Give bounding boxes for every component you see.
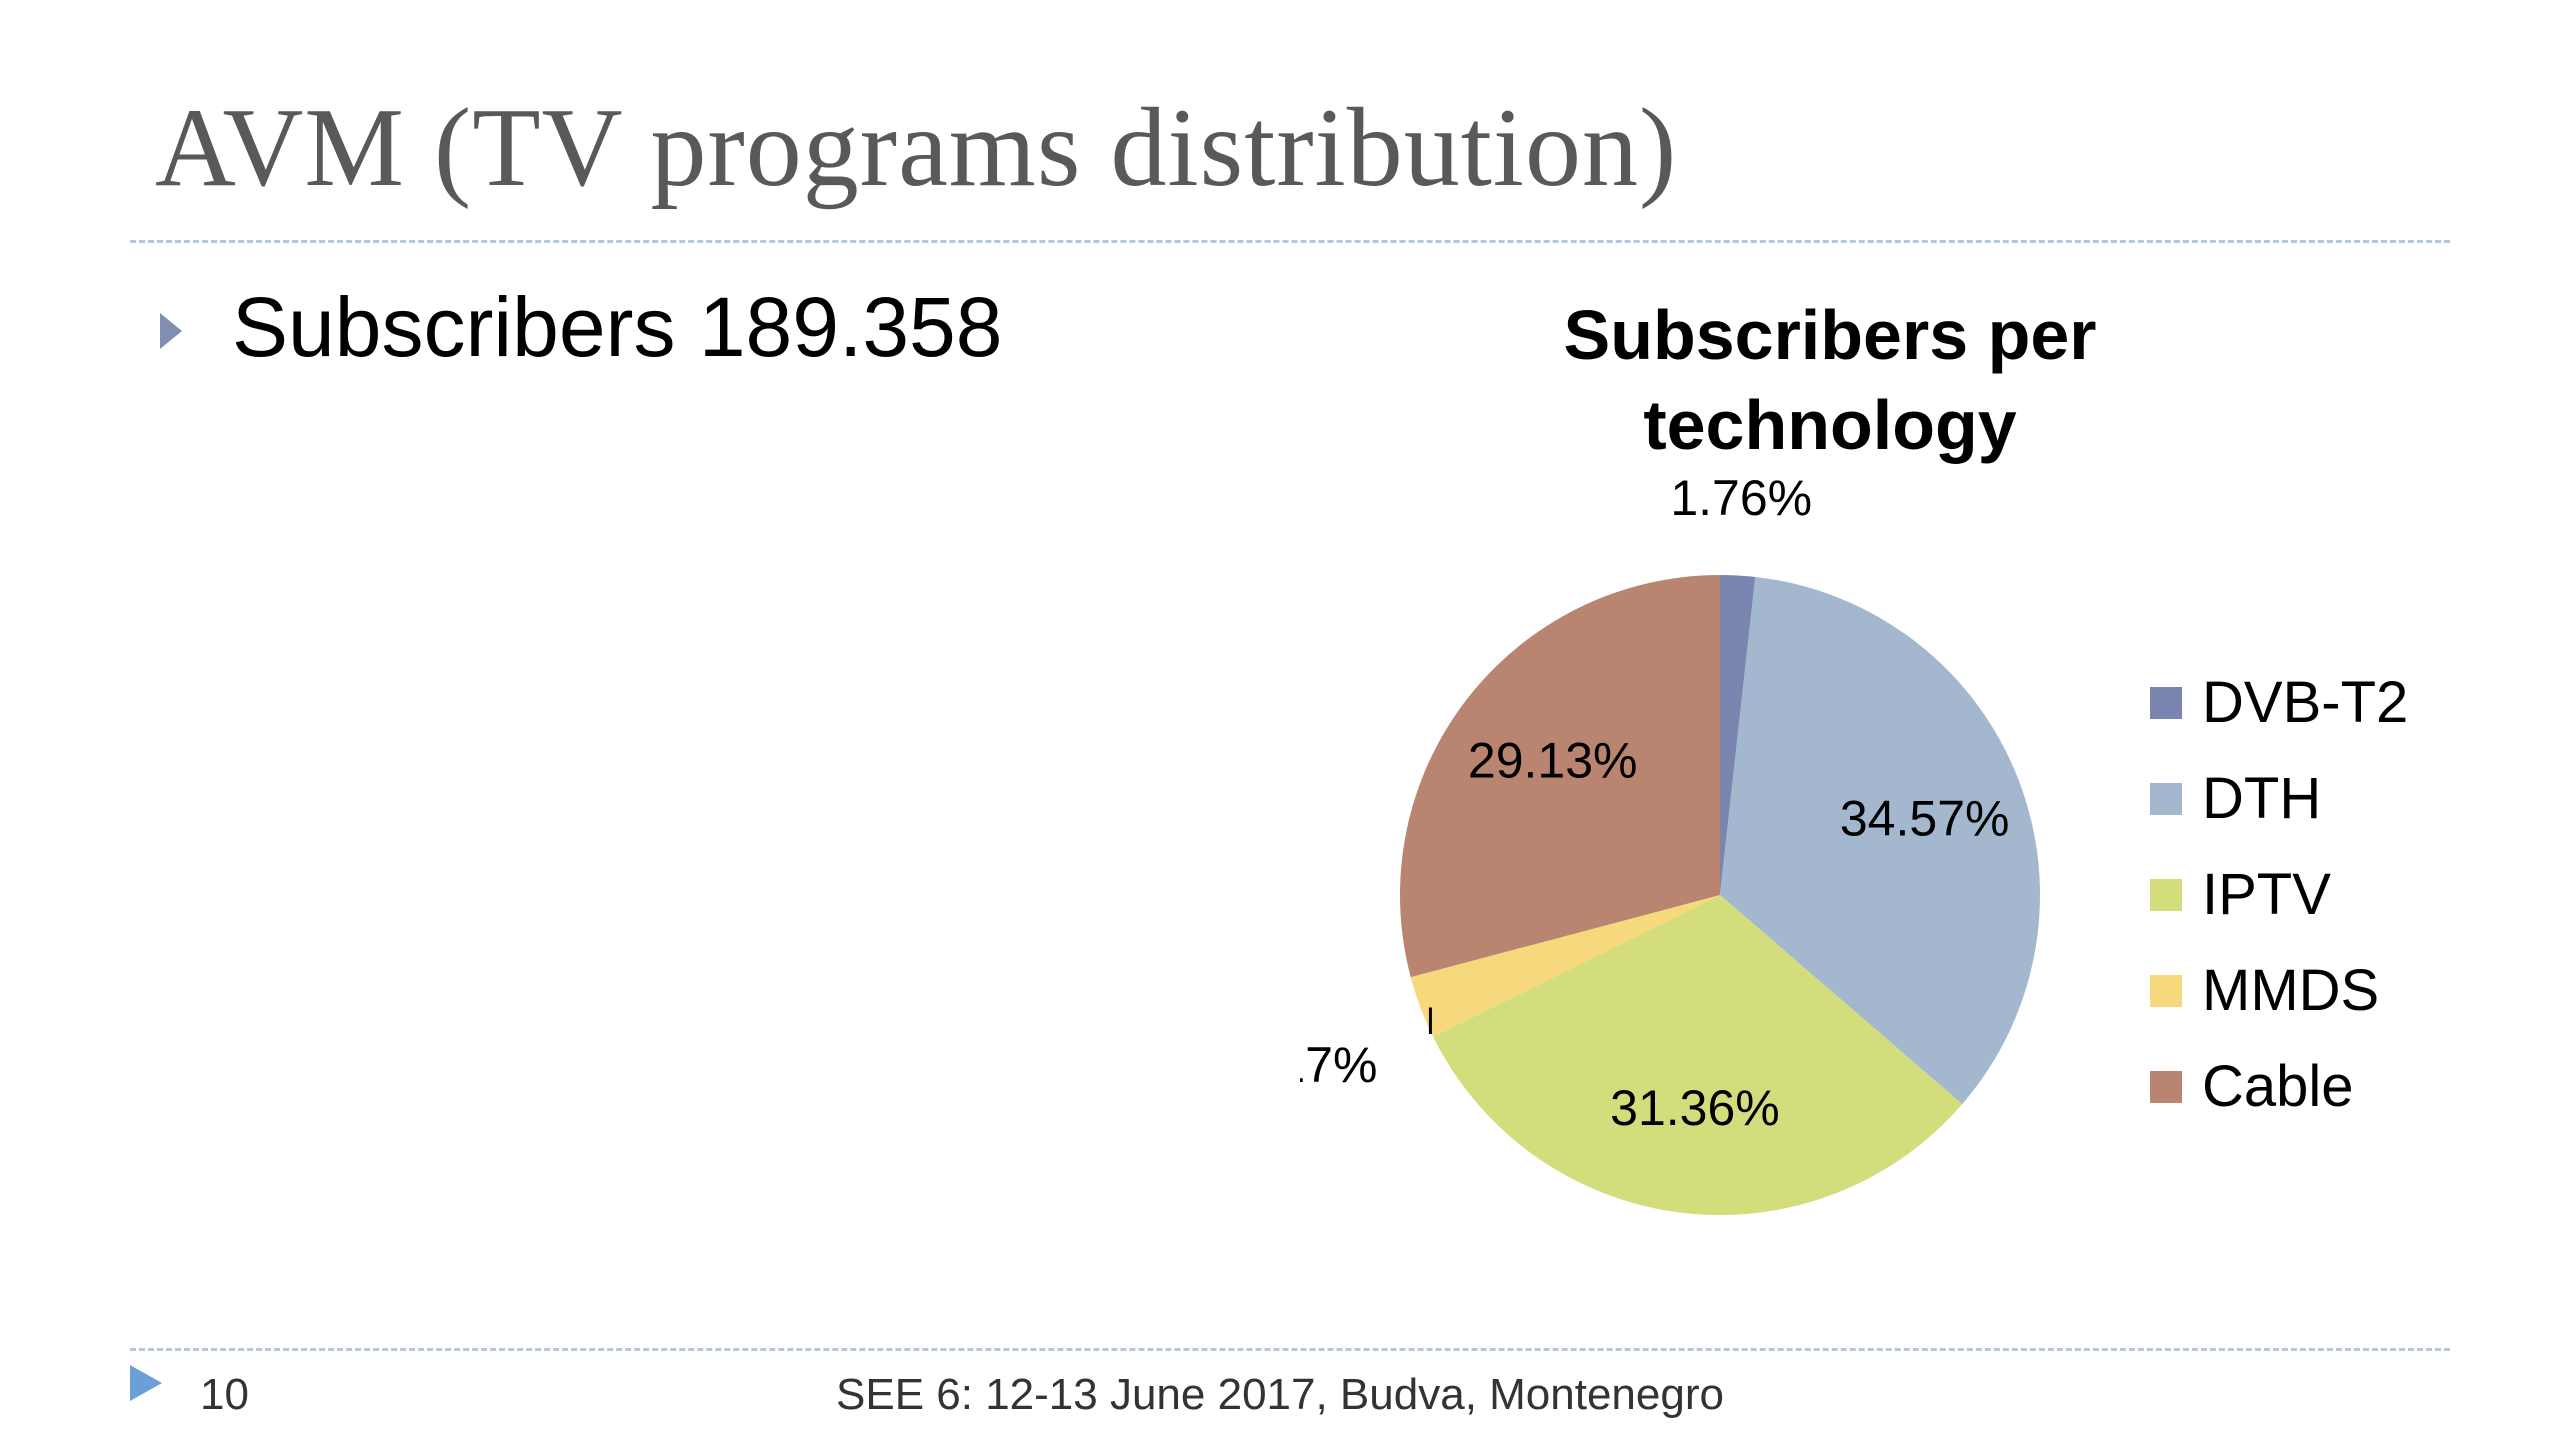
legend-swatch-cable [2150,1071,2182,1103]
pie-slice-dth [1720,576,2040,1105]
chart-legend: DVB-T2 DTH IPTV MMDS Cable [2150,655,2408,1135]
pie-slice-iptv [1433,895,1963,1215]
bullet-point: Subscribers 189.358 [160,285,1002,369]
legend-item-mmds: MMDS [2150,943,2408,1039]
pie-label-dvb-t2: 1.76% [1670,480,1812,526]
pie-label-dth: 34.57% [1840,791,2010,847]
legend-item-iptv: IPTV [2150,847,2408,943]
legend-item-dvb-t2: DVB-T2 [2150,655,2408,751]
legend-item-cable: Cable [2150,1039,2408,1135]
pie-slice-cable [1400,575,1720,978]
legend-swatch-dth [2150,783,2182,815]
footer-text: SEE 6: 12-13 June 2017, Budva, Montenegr… [836,1370,1724,1419]
pie-chart: 1.76% 34.57% 31.36% 3.17% 29.13% [1300,480,2040,1215]
page-number: 10 [200,1370,249,1419]
footer-arrow-icon [130,1365,162,1401]
legend-label-cable: Cable [2202,1054,2354,1119]
legend-label-dth: DTH [2202,766,2322,831]
legend-label-mmds: MMDS [2202,958,2380,1023]
legend-swatch-iptv [2150,879,2182,911]
subscribers-total: Subscribers 189.358 [232,280,1003,374]
pie-slices [1400,575,2040,1215]
pie-label-iptv: 31.36% [1610,1080,1780,1136]
legend-item-dth: DTH [2150,751,2408,847]
pie-labels: 1.76% 34.57% 31.36% 3.17% 29.13% [1300,480,2009,1136]
pie-slice-dvb-t2 [1720,575,1756,895]
legend-swatch-mmds [2150,975,2182,1007]
legend-label-iptv: IPTV [2202,862,2331,927]
chart-title: Subscribers per technology [1563,296,2097,464]
title-divider [130,240,2450,243]
pie-label-cable: 29.13% [1468,732,1638,788]
legend-swatch-dvb-t2 [2150,687,2182,719]
bullet-arrow-icon [160,313,182,349]
pie-label-mmds: 3.17% [1300,1037,1377,1093]
footer-divider [130,1348,2450,1351]
legend-label-dvb-t2: DVB-T2 [2202,670,2409,735]
slide-title: AVM (TV programs distribution) [155,86,1678,210]
pie-slice-mmds [1410,895,1720,1037]
